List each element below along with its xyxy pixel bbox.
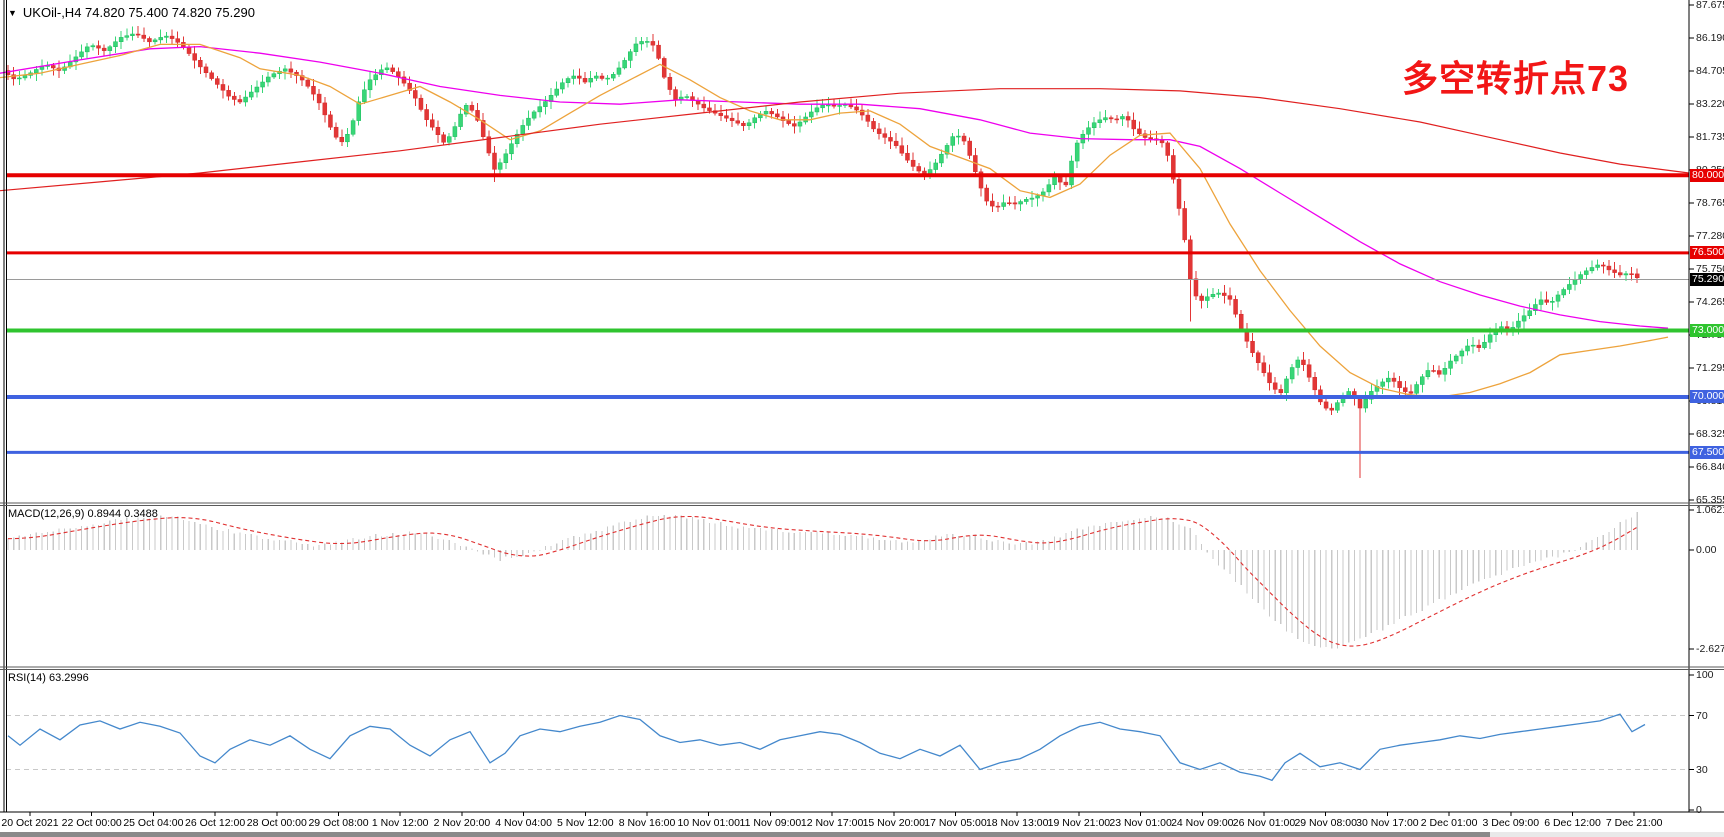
ohlc-readout: UKOil-,H4 74.820 75.400 74.820 75.290 — [22, 5, 255, 20]
price-axis-label: 78.765 — [1696, 197, 1724, 209]
time-axis-label: 19 Nov 21:00 — [1047, 817, 1111, 829]
price-axis-label: 84.705 — [1696, 65, 1724, 77]
time-axis-label: 12 Nov 17:00 — [800, 817, 864, 829]
time-axis-label: 5 Nov 12:00 — [556, 817, 614, 829]
time-axis-label: 8 Nov 16:00 — [618, 817, 676, 829]
macd-indicator-label: MACD(12,26,9) 0.8944 0.3488 — [8, 508, 158, 520]
price-axis-label: 75.750 — [1696, 263, 1724, 275]
time-axis-label: 24 Nov 09:00 — [1171, 817, 1234, 829]
time-axis-label: 26 Nov 01:00 — [1232, 817, 1296, 829]
price-axis-label: 68.325 — [1696, 428, 1724, 440]
time-axis-label: 26 Oct 12:00 — [185, 817, 246, 829]
time-axis-label: 30 Nov 17:00 — [1356, 817, 1419, 829]
time-axis-label: 3 Dec 09:00 — [1482, 817, 1540, 829]
time-axis-label: 29 Oct 08:00 — [308, 817, 369, 829]
time-axis-label: 2 Nov 20:00 — [433, 817, 491, 829]
time-axis-label: 28 Oct 00:00 — [246, 817, 307, 829]
price-axis-label: 65.355 — [1696, 494, 1724, 506]
price-axis-label: 86.190 — [1696, 32, 1724, 44]
price-axis-label: 83.220 — [1696, 98, 1724, 110]
time-axis-label: 7 Dec 21:00 — [1605, 817, 1663, 829]
rsi-axis-label: 30 — [1696, 763, 1708, 776]
symbol-header: ▼ UKOil-,H4 74.820 75.400 74.820 75.290 — [8, 5, 255, 20]
price-axis-label: 81.735 — [1696, 131, 1724, 143]
horizontal-scrollbar — [0, 832, 1724, 837]
time-axis-label: 6 Dec 12:00 — [1544, 817, 1601, 829]
chevron-down-icon[interactable]: ▼ — [8, 7, 17, 18]
time-axis-label: 11 Nov 09:00 — [739, 817, 802, 829]
trend-annotation-text[interactable]: 多空转折点73 — [1402, 58, 1630, 99]
price-axis-label: 77.280 — [1696, 230, 1724, 242]
price-axis-label: 87.675 — [1696, 0, 1724, 11]
price-level-badge: 80.000 — [1690, 168, 1724, 182]
rsi-axis-label: 70 — [1696, 709, 1708, 722]
time-axis-label: 22 Oct 00:00 — [61, 817, 122, 829]
time-axis-label: 17 Nov 05:00 — [924, 817, 987, 829]
time-axis-label: 20 Oct 2021 — [1, 817, 59, 829]
time-axis-label: 10 Nov 01:00 — [677, 817, 740, 829]
current-price-badge: 75.290 — [1690, 273, 1724, 287]
rsi-axis-label: 0 — [1696, 804, 1702, 816]
price-axis-label: 74.265 — [1696, 296, 1724, 308]
horizontal-scrollbar-thumb[interactable] — [0, 832, 1490, 837]
time-axis-label: 15 Nov 20:00 — [862, 817, 926, 829]
rsi-axis-label: 100 — [1696, 669, 1714, 681]
macd-axis-label: 1.0621 — [1696, 504, 1724, 516]
time-axis-label: 18 Nov 13:00 — [985, 817, 1049, 829]
rsi-indicator-label: RSI(14) 63.2996 — [8, 672, 89, 684]
macd-axis-label: -2.6276 — [1696, 642, 1724, 655]
price-axis-label: 71.295 — [1696, 362, 1724, 374]
time-axis-label: 29 Nov 08:00 — [1294, 817, 1357, 829]
price-level-badge: 76.500 — [1690, 246, 1724, 260]
time-axis-label: 2 Dec 01:00 — [1420, 817, 1478, 829]
time-axis-label: 1 Nov 12:00 — [371, 817, 429, 829]
price-level-badge: 70.000 — [1690, 390, 1724, 404]
price-level-badge: 73.000 — [1690, 323, 1724, 337]
macd-axis-label: 0.00 — [1696, 544, 1717, 556]
time-axis-label: 25 Oct 04:00 — [123, 817, 184, 829]
price-level-badge: 67.500 — [1690, 445, 1724, 459]
price-axis-label: 66.840 — [1696, 461, 1724, 473]
time-axis-label: 23 Nov 01:00 — [1109, 817, 1172, 829]
time-axis-label: 4 Nov 04:00 — [495, 817, 552, 829]
